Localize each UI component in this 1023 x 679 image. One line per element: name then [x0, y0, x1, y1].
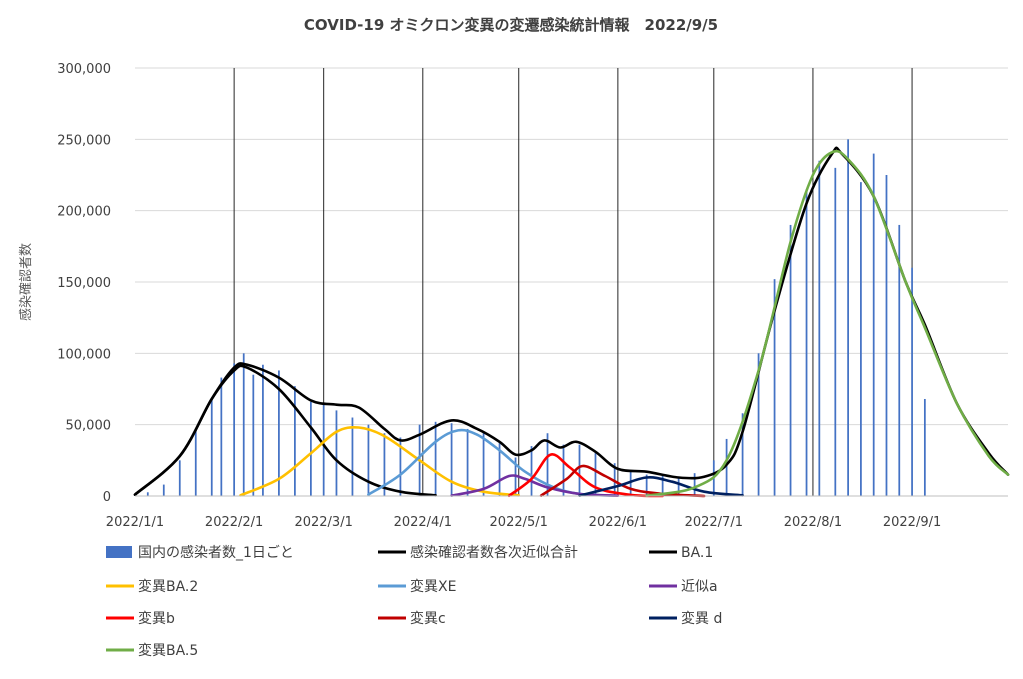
grid-lines	[135, 67, 1008, 497]
daily-case-bar	[613, 463, 616, 496]
line-series	[133, 146, 1010, 498]
daily-case-bar	[242, 353, 245, 496]
legend-label: 変異BA.2	[138, 578, 198, 595]
daily-case-bar	[805, 189, 808, 496]
x-tick-label: 2022/1/1	[106, 515, 164, 530]
daily-case-bar	[645, 474, 648, 496]
y-tick-label: 100,000	[57, 347, 111, 362]
daily-case-bar	[530, 446, 533, 496]
daily-case-bar	[367, 424, 370, 496]
legend-label: 変異b	[138, 610, 175, 627]
daily-case-bar	[466, 428, 469, 496]
daily-case-bar	[434, 421, 437, 496]
daily-case-bar	[693, 473, 696, 496]
daily-case-bar	[546, 433, 549, 496]
daily-case-bar	[194, 430, 197, 496]
daily-case-bar	[399, 437, 402, 496]
daily-case-bar	[482, 433, 485, 496]
daily-case-bar	[252, 374, 255, 496]
daily-case-bar	[911, 267, 913, 496]
series-line-近似a	[450, 474, 620, 497]
x-tick-label: 2022/3/1	[294, 515, 352, 530]
daily-case-bar	[885, 175, 888, 496]
daily-case-bar	[178, 460, 181, 496]
daily-case-bar	[233, 363, 236, 496]
legend-label: 変異 d	[681, 610, 722, 627]
series-line-変異BA.2	[239, 425, 520, 497]
daily-case-bar	[335, 410, 338, 496]
y-tick-label: 200,000	[57, 205, 111, 220]
x-tick-label: 2022/6/1	[589, 515, 647, 530]
daily-case-bar	[162, 484, 165, 496]
legend-label: 感染確認者数各次近似合計	[410, 544, 578, 561]
daily-case-bar	[834, 167, 837, 496]
y-tick-label: 300,000	[57, 62, 111, 77]
daily-case-bar	[294, 386, 296, 496]
daily-case-bar	[872, 153, 875, 496]
daily-case-bar	[594, 453, 597, 496]
x-tick-label: 2022/9/1	[883, 515, 941, 530]
series-line-変異BA.5	[645, 149, 1010, 497]
daily-case-bar	[278, 370, 280, 496]
daily-case-bar	[789, 224, 792, 496]
y-tick-label: 150,000	[57, 276, 111, 291]
y-tick-label: 250,000	[57, 133, 111, 148]
daily-case-bar	[661, 476, 664, 496]
daily-case-bar	[210, 398, 213, 496]
daily-case-bar	[847, 139, 849, 497]
daily-case-bar	[309, 401, 312, 496]
series-line-BA.1	[133, 364, 437, 497]
daily-case-bar	[351, 417, 354, 496]
series-line-変異b	[507, 453, 664, 498]
daily-case-bar	[860, 182, 862, 496]
daily-case-bar	[923, 398, 926, 496]
daily-case-bar	[220, 377, 223, 496]
x-tick-label: 2022/2/1	[205, 515, 263, 530]
legend-label: 近似a	[681, 579, 718, 595]
daily-case-bar	[562, 444, 565, 496]
x-tick-label: 2022/7/1	[685, 515, 743, 530]
y-tick-label: 0	[103, 490, 111, 505]
daily-case-bar	[898, 224, 901, 496]
daily-case-bar	[578, 444, 581, 496]
axes: 0 50,000 100,000 150,000 200,000 250,000 300,0…	[57, 62, 1008, 530]
daily-case-bar	[146, 492, 149, 496]
daily-case-bar	[773, 279, 776, 496]
legend-label: 国内の感染者数_1日ごと	[138, 544, 294, 561]
daily-case-bar	[262, 364, 264, 496]
series-line-変異-d	[578, 476, 744, 497]
legend-label: 変異c	[410, 610, 446, 627]
y-axis-label: 感染確認者数	[18, 243, 34, 321]
daily-case-bar	[818, 160, 821, 496]
legend: 国内の感染者数_1日ごと 感染確認者数各次近似合計 BA.1 変異BA.2 変異XE 近似…	[106, 544, 722, 659]
daily-case-bar	[322, 404, 325, 496]
legend-swatch-bar	[106, 546, 132, 558]
y-tick-label: 50,000	[66, 419, 112, 434]
legend-label: 変異BA.5	[138, 642, 198, 659]
x-tick-label: 2022/8/1	[784, 515, 842, 530]
daily-case-bar	[383, 433, 386, 496]
legend-label: BA.1	[681, 545, 713, 561]
daily-case-bar	[677, 477, 680, 496]
x-tick-label: 2022/5/1	[490, 515, 548, 530]
series-line-感染確認者数各次近似合計	[133, 146, 1010, 496]
daily-case-bar	[450, 423, 453, 496]
daily-case-bar	[629, 471, 632, 496]
legend-label: 変異XE	[410, 578, 456, 595]
daily-case-bar	[725, 438, 728, 496]
chart-title: COVID-19 オミクロン変異の変遷感染統計情報 2022/9/5	[304, 16, 718, 34]
daily-case-bar	[757, 353, 760, 496]
x-tick-label: 2022/4/1	[394, 515, 452, 530]
daily-case-bar	[741, 413, 744, 496]
daily-case-bar	[498, 443, 501, 496]
